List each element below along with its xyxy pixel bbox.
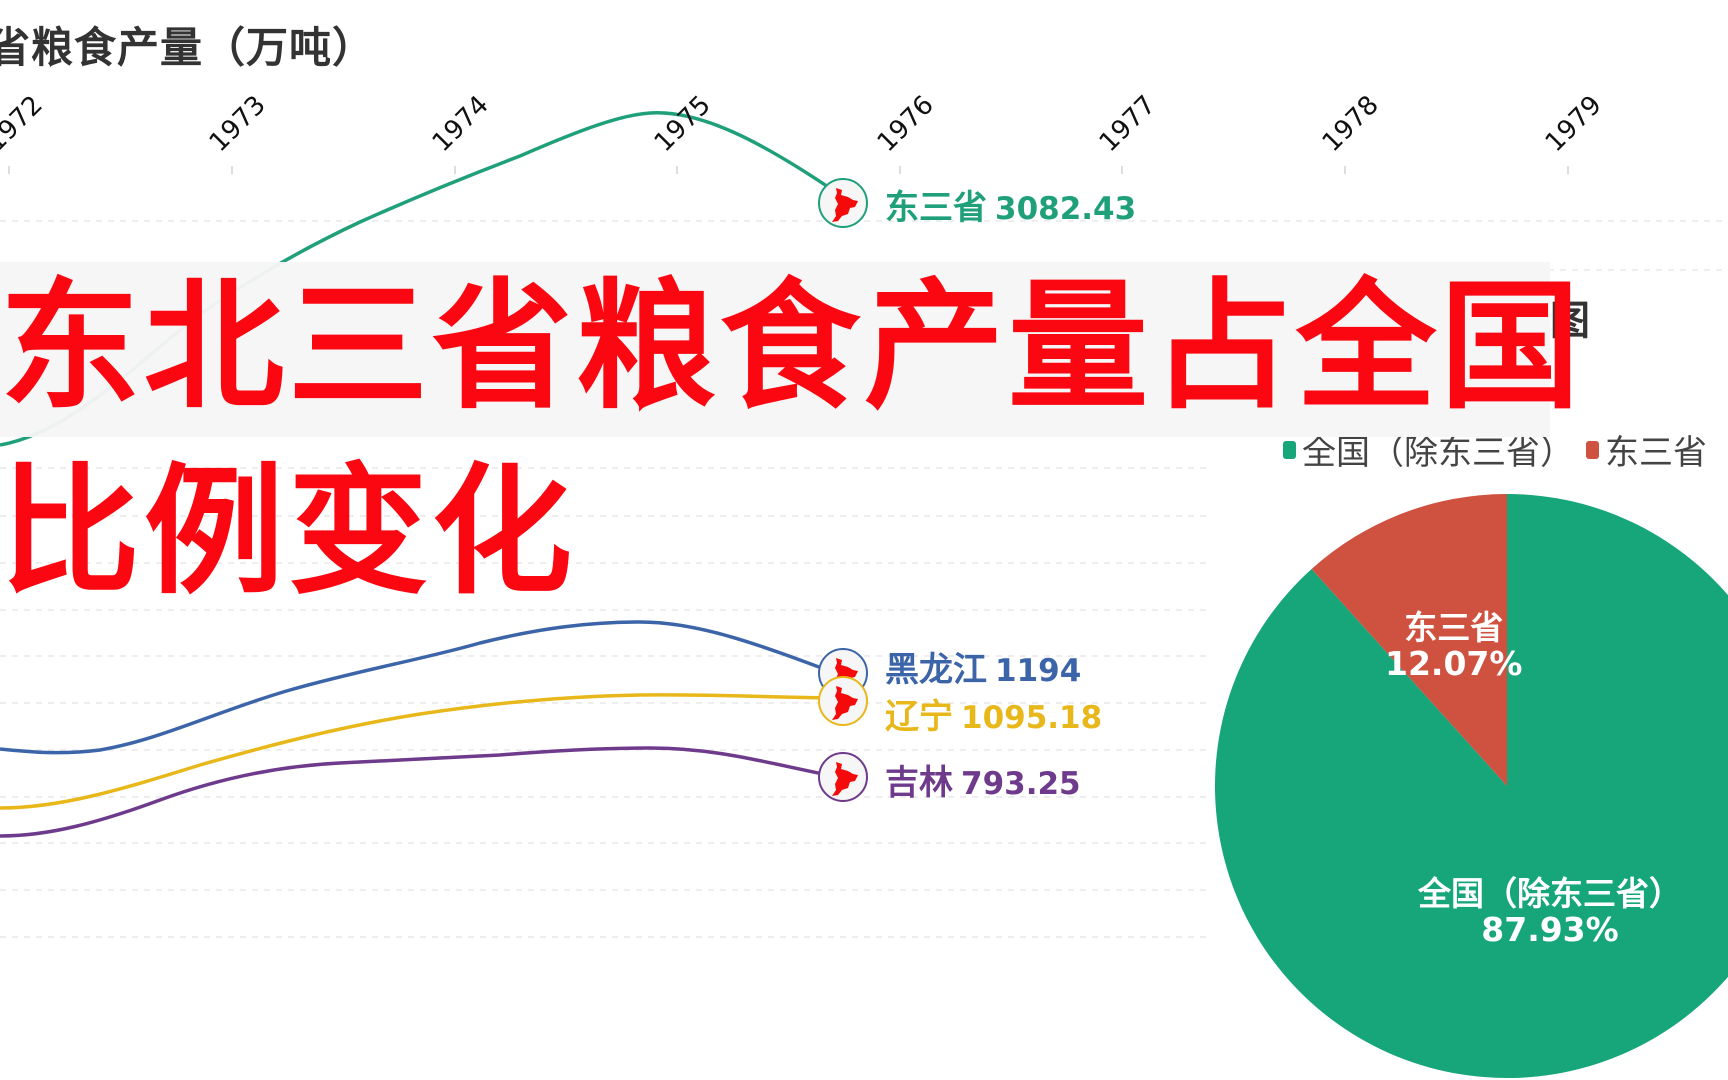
legend-item-northeast[interactable]: 东三省 [1586,425,1707,474]
pie-slice-rest-of-country [1214,494,1728,1078]
end-label-dongsansheng: 东三省 3082.43 [885,180,1136,229]
series-line-jilin [0,746,844,838]
series-value: 793.25 [961,766,1081,802]
map-marker-dongsansheng [818,178,868,228]
end-label-jilin: 吉林 793.25 [885,755,1081,804]
end-label-liaoning: 辽宁 1095.18 [885,689,1102,738]
series-value: 1095.18 [961,700,1103,736]
legend-label: 东三省 [1605,433,1707,473]
series-name: 黑龙江 [885,650,987,690]
pie-chart-title-fragment: 图 [1550,298,1590,344]
legend-label: 全国（除东三省） [1302,433,1574,473]
legend-swatch [1586,440,1599,459]
line-chart-title: 省粮食产量（万吨） [0,23,376,72]
map-marker-liaoning [818,676,868,726]
northeast-map-icon [832,686,858,720]
series-line-liaoning [0,693,844,810]
northeast-map-icon [832,188,858,222]
legend-swatch [1283,440,1296,459]
headline-line-1: 东北三省粮食产量占全国 [0,266,1585,429]
end-label-heilongjiang: 黑龙江 1194 [885,642,1081,691]
series-value: 1194 [995,653,1082,689]
map-marker-jilin [818,752,868,802]
slice-name: 全国（除东三省） [1418,874,1682,913]
northeast-map-icon [832,762,858,796]
series-name: 辽宁 [885,697,953,737]
slice-percent: 12.07% [1385,644,1523,683]
series-line-heilongjiang [0,620,844,755]
slice-percent: 87.93% [1481,910,1619,949]
slice-name: 东三省 [1404,608,1504,647]
series-name: 吉林 [885,763,953,803]
headline-line-2: 比例变化 [0,451,577,614]
pie-label-rest-of-country: 全国（除东三省） 87.93% [1418,876,1682,948]
series-value: 3082.43 [995,191,1137,227]
pie-legend: 全国（除东三省） 东三省 [1283,425,1719,474]
legend-item-rest-of-country[interactable]: 全国（除东三省） [1283,425,1574,474]
pie-label-northeast: 东三省 12.07% [1385,610,1522,682]
pie-slice-northeast [1311,493,1507,786]
headline-banner [0,262,1550,437]
x-axis-ticks [8,166,1569,174]
series-name: 东三省 [885,188,987,228]
